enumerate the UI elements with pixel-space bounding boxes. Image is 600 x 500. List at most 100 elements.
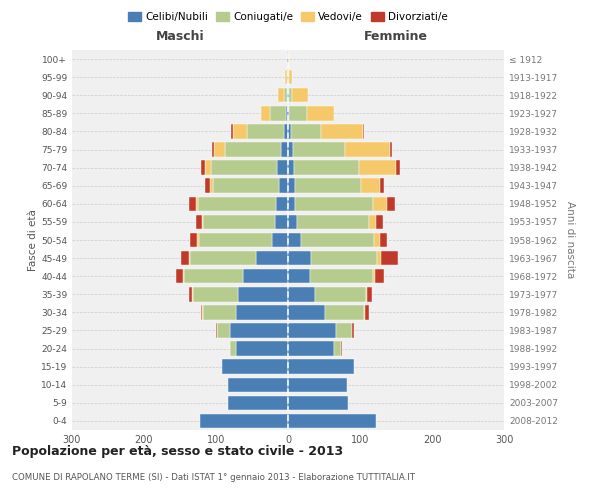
Bar: [284, 124, 288, 138]
Bar: [293, 142, 345, 157]
Bar: [288, 396, 349, 410]
Bar: [247, 124, 284, 138]
Bar: [199, 233, 272, 247]
Bar: [238, 287, 288, 302]
Bar: [287, 52, 288, 66]
Bar: [188, 251, 190, 266]
Bar: [288, 360, 354, 374]
Bar: [325, 305, 364, 320]
Bar: [280, 178, 288, 193]
Bar: [281, 142, 288, 157]
Bar: [236, 305, 288, 320]
Bar: [373, 269, 375, 283]
Bar: [201, 305, 202, 320]
Bar: [292, 88, 308, 102]
Bar: [336, 323, 352, 338]
Bar: [184, 269, 244, 283]
Bar: [288, 305, 325, 320]
Bar: [288, 287, 316, 302]
Bar: [196, 196, 198, 211]
Bar: [278, 88, 284, 102]
Bar: [289, 70, 292, 84]
Bar: [183, 269, 184, 283]
Bar: [202, 214, 203, 229]
Bar: [262, 106, 270, 120]
Bar: [285, 70, 287, 84]
Bar: [377, 251, 381, 266]
Bar: [288, 378, 347, 392]
Bar: [288, 342, 334, 356]
Bar: [190, 233, 197, 247]
Bar: [380, 233, 388, 247]
Bar: [212, 142, 214, 157]
Bar: [288, 414, 376, 428]
Bar: [192, 287, 193, 302]
Bar: [341, 342, 342, 356]
Bar: [388, 196, 395, 211]
Bar: [345, 142, 389, 157]
Bar: [275, 214, 288, 229]
Bar: [289, 88, 292, 102]
Bar: [307, 106, 334, 120]
Bar: [396, 160, 400, 175]
Text: COMUNE DI RAPOLANO TERME (SI) - Dati ISTAT 1° gennaio 2013 - Elaborazione TUTTIT: COMUNE DI RAPOLANO TERME (SI) - Dati IST…: [12, 473, 415, 482]
Bar: [288, 323, 336, 338]
Bar: [201, 160, 205, 175]
Bar: [231, 124, 233, 138]
Bar: [196, 214, 202, 229]
Bar: [381, 251, 398, 266]
Bar: [288, 269, 310, 283]
Bar: [193, 287, 238, 302]
Bar: [203, 305, 236, 320]
Bar: [376, 214, 383, 229]
Bar: [363, 124, 364, 138]
Bar: [217, 323, 230, 338]
Bar: [373, 196, 388, 211]
Bar: [272, 233, 288, 247]
Bar: [230, 323, 288, 338]
Bar: [181, 251, 188, 266]
Bar: [205, 160, 211, 175]
Bar: [190, 251, 256, 266]
Bar: [288, 70, 289, 84]
Bar: [209, 178, 213, 193]
Bar: [389, 142, 392, 157]
Text: Popolazione per età, sesso e stato civile - 2013: Popolazione per età, sesso e stato civil…: [12, 445, 343, 458]
Bar: [375, 269, 384, 283]
Text: Maschi: Maschi: [155, 30, 205, 43]
Bar: [202, 305, 203, 320]
Bar: [227, 396, 288, 410]
Bar: [296, 214, 368, 229]
Bar: [287, 88, 288, 102]
Bar: [288, 233, 301, 247]
Bar: [311, 251, 377, 266]
Bar: [188, 287, 192, 302]
Bar: [197, 233, 199, 247]
Bar: [310, 269, 373, 283]
Bar: [288, 142, 293, 157]
Bar: [287, 70, 288, 84]
Bar: [198, 196, 276, 211]
Bar: [213, 178, 280, 193]
Bar: [203, 214, 275, 229]
Legend: Celibi/Nubili, Coniugati/e, Vedovi/e, Divorziati/e: Celibi/Nubili, Coniugati/e, Vedovi/e, Di…: [124, 8, 452, 26]
Bar: [270, 106, 286, 120]
Bar: [367, 287, 372, 302]
Bar: [205, 178, 209, 193]
Bar: [288, 88, 289, 102]
Bar: [277, 160, 288, 175]
Bar: [321, 124, 363, 138]
Bar: [352, 323, 354, 338]
Bar: [301, 233, 374, 247]
Y-axis label: Anni di nascita: Anni di nascita: [565, 202, 575, 278]
Bar: [286, 106, 288, 120]
Bar: [288, 124, 291, 138]
Bar: [334, 342, 341, 356]
Bar: [291, 124, 321, 138]
Bar: [233, 124, 247, 138]
Bar: [276, 196, 288, 211]
Bar: [364, 305, 365, 320]
Bar: [244, 269, 288, 283]
Bar: [366, 287, 367, 302]
Bar: [211, 160, 277, 175]
